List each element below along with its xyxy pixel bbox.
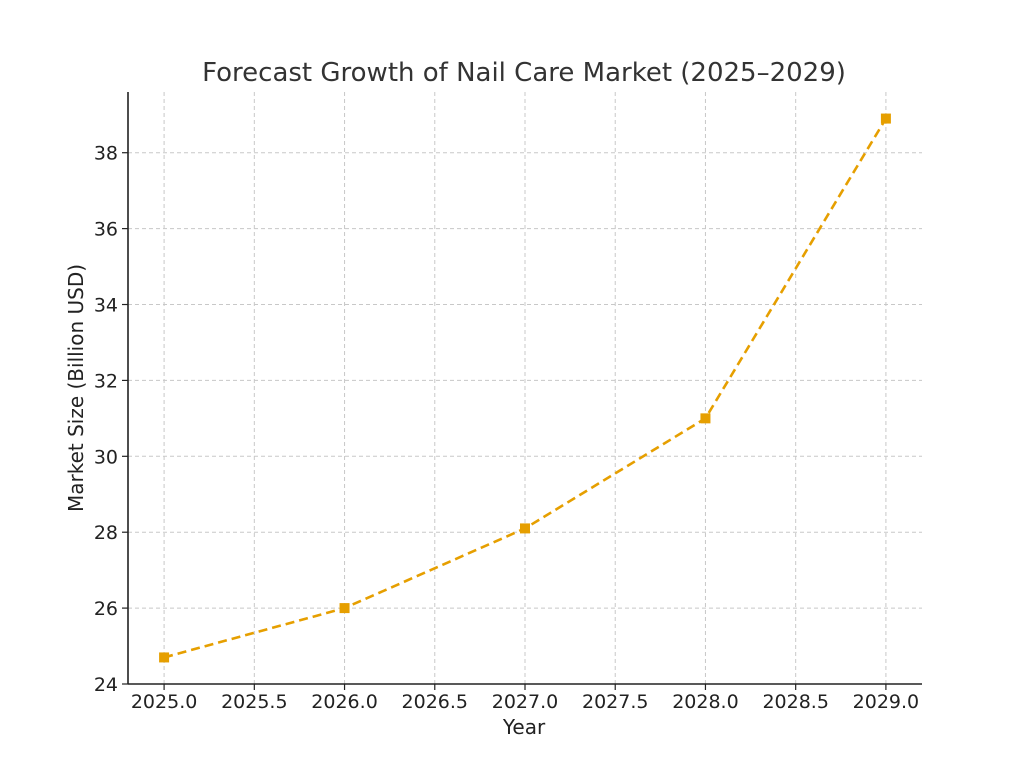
y-tick-label: 36 bbox=[94, 219, 118, 241]
y-tick-label: 38 bbox=[94, 143, 118, 165]
y-tick-label: 30 bbox=[94, 446, 118, 468]
grid-lines bbox=[128, 92, 922, 685]
x-tick-label: 2025.5 bbox=[221, 691, 287, 713]
y-tick-label: 34 bbox=[94, 295, 118, 317]
data-point-marker bbox=[880, 113, 891, 124]
series-plot bbox=[159, 113, 891, 663]
data-point-marker bbox=[700, 413, 711, 424]
y-tick-label: 28 bbox=[94, 522, 118, 544]
x-tick-label: 2027.0 bbox=[492, 691, 558, 713]
x-tick-label: 2025.0 bbox=[131, 691, 197, 713]
data-point-marker bbox=[520, 523, 530, 534]
y-tick-label: 32 bbox=[94, 370, 118, 392]
x-axis-label: Year bbox=[502, 715, 546, 739]
chart-title: Forecast Growth of Nail Care Market (202… bbox=[202, 58, 846, 88]
y-axis-label: Market Size (Billion USD) bbox=[64, 264, 88, 512]
y-tick-label: 24 bbox=[94, 674, 118, 696]
x-tick-label: 2026.0 bbox=[311, 691, 377, 713]
x-tick-label: 2026.5 bbox=[402, 691, 468, 713]
data-point-marker bbox=[339, 603, 350, 614]
x-tick-label: 2029.0 bbox=[853, 691, 919, 713]
tick-labels: 2025.0 2025.5 2026.0 2026.5 2027.0 2027.5 2028… bbox=[94, 143, 919, 713]
x-tick-label: 2027.5 bbox=[582, 691, 648, 713]
data-point-marker bbox=[159, 652, 170, 663]
x-tick-label: 2028.5 bbox=[762, 691, 828, 713]
x-tick-label: 2028.0 bbox=[672, 691, 738, 713]
y-tick-label: 26 bbox=[94, 598, 118, 620]
